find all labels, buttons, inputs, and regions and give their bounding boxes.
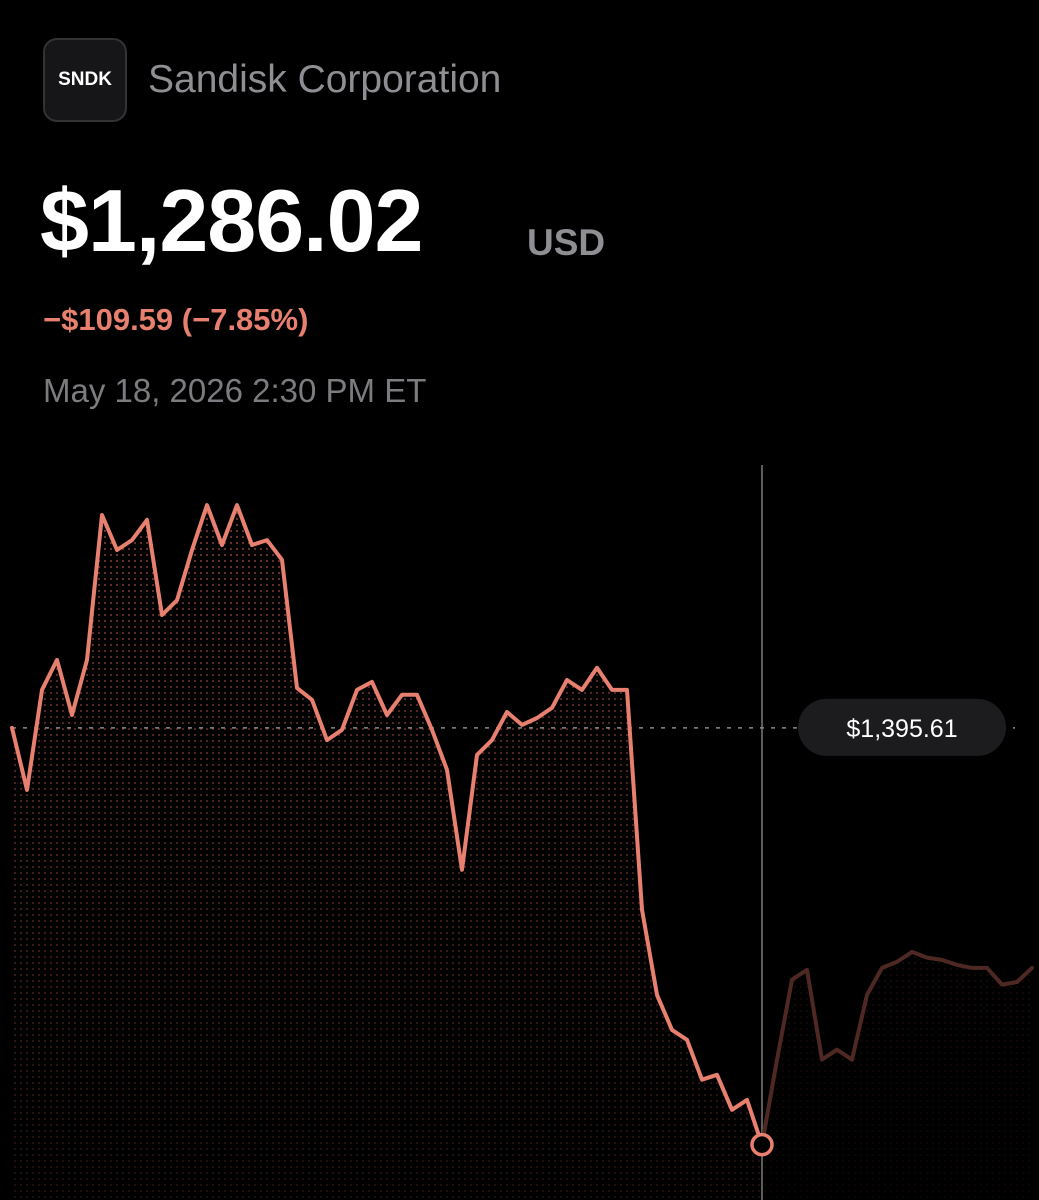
currency: USD (527, 222, 606, 263)
price-line (10, 503, 1034, 1147)
cursor-point (750, 1132, 774, 1157)
price: $1,286.02 (40, 171, 423, 270)
ticker-logo: SNDK (43, 38, 127, 122)
area-group (12, 505, 1032, 1200)
timestamp: May 18, 2026 2:30 PM ET (43, 372, 427, 409)
area-fill-active (12, 505, 762, 1200)
company-name: Sandisk Corporation (148, 58, 502, 101)
price-change: −$109.59 (−7.85%) (43, 302, 309, 337)
reference-pill (798, 698, 1006, 756)
reference-label: $1,395.61 (846, 715, 957, 743)
